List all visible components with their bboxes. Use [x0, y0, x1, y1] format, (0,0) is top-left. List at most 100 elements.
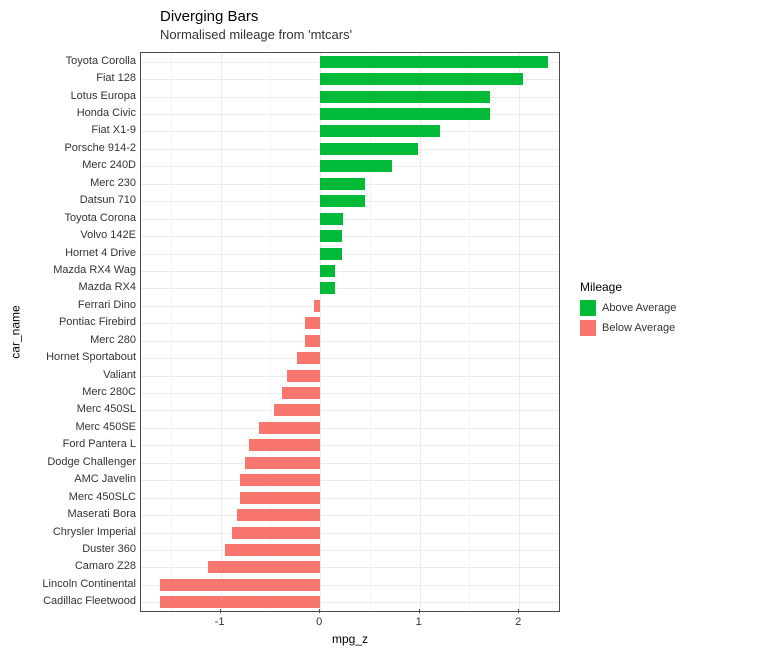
bar — [320, 248, 342, 260]
bar — [160, 596, 320, 608]
bar — [240, 474, 321, 486]
gridline-h — [141, 288, 559, 289]
y-tick-label: Hornet Sportabout — [0, 351, 136, 363]
gridline-h — [141, 254, 559, 255]
legend-item-below: Below Average — [580, 320, 676, 336]
y-tick-label: Valiant — [0, 369, 136, 381]
x-tick — [518, 609, 519, 613]
diverging-bar-chart: Diverging Bars Normalised mileage from '… — [0, 0, 773, 662]
x-tick — [419, 609, 420, 613]
x-axis-title: mpg_z — [140, 632, 560, 646]
bar — [320, 178, 365, 190]
legend-swatch-above — [580, 300, 596, 316]
bar — [314, 300, 320, 312]
y-tick-label: Duster 360 — [0, 543, 136, 555]
legend: Mileage Above Average Below Average — [580, 280, 676, 340]
gridline-h — [141, 515, 559, 516]
gridline-h — [141, 271, 559, 272]
legend-item-above: Above Average — [580, 300, 676, 316]
y-tick-label: Dodge Challenger — [0, 456, 136, 468]
gridline-h — [141, 358, 559, 359]
gridline-h — [141, 480, 559, 481]
chart-subtitle: Normalised mileage from 'mtcars' — [160, 27, 352, 42]
y-axis-labels: Toyota Corolla Fiat 128 Lotus Europa Honda … — [0, 52, 136, 612]
bar — [320, 108, 490, 120]
x-tick — [319, 609, 320, 613]
gridline-h — [141, 236, 559, 237]
gridline-h — [141, 323, 559, 324]
plot-panel — [140, 52, 560, 612]
bar — [320, 143, 418, 155]
legend-swatch-below — [580, 320, 596, 336]
bar — [320, 125, 439, 137]
gridline-major — [221, 53, 222, 611]
gridline-h — [141, 498, 559, 499]
x-tick-label: 0 — [316, 616, 322, 628]
x-tick-label: -1 — [215, 616, 225, 628]
x-tick — [220, 609, 221, 613]
bar — [320, 195, 365, 207]
y-tick-label: Toyota Corolla — [0, 55, 136, 67]
bar — [282, 387, 320, 399]
y-tick-label: Toyota Corona — [0, 212, 136, 224]
y-tick-label: Cadillac Fleetwood — [0, 595, 136, 607]
y-tick-label: Merc 450SLC — [0, 491, 136, 503]
y-tick-label: Merc 280 — [0, 334, 136, 346]
bar — [320, 56, 548, 68]
y-tick-label: Lotus Europa — [0, 90, 136, 102]
bar — [225, 544, 321, 556]
y-tick-label: Fiat X1-9 — [0, 124, 136, 136]
y-tick-label: Maserati Bora — [0, 508, 136, 520]
bar — [320, 160, 392, 172]
bar — [320, 91, 490, 103]
y-tick-label: AMC Javelin — [0, 473, 136, 485]
y-tick-label: Ford Pantera L — [0, 438, 136, 450]
bar — [259, 422, 320, 434]
gridline-h — [141, 410, 559, 411]
chart-title: Diverging Bars — [160, 8, 352, 25]
gridline-h — [141, 306, 559, 307]
bar — [208, 561, 320, 573]
bar — [320, 230, 342, 242]
gridline-h — [141, 341, 559, 342]
y-tick-label: Merc 280C — [0, 386, 136, 398]
y-tick-label: Volvo 142E — [0, 229, 136, 241]
gridline-h — [141, 567, 559, 568]
gridline-h — [141, 376, 559, 377]
y-tick-label: Ferrari Dino — [0, 299, 136, 311]
legend-title: Mileage — [580, 280, 676, 294]
bar — [305, 317, 320, 329]
bar — [287, 370, 320, 382]
bar — [160, 579, 320, 591]
bar — [320, 282, 335, 294]
bar — [240, 492, 321, 504]
chart-titles: Diverging Bars Normalised mileage from '… — [160, 8, 352, 42]
y-tick-label: Porsche 914-2 — [0, 142, 136, 154]
gridline-h — [141, 533, 559, 534]
y-tick-label: Merc 240D — [0, 159, 136, 171]
bar — [274, 404, 320, 416]
y-tick-label: Merc 450SL — [0, 403, 136, 415]
bar — [297, 352, 320, 364]
y-tick-label: Mazda RX4 Wag — [0, 264, 136, 276]
gridline-h — [141, 393, 559, 394]
legend-label-above: Above Average — [602, 302, 676, 314]
gridline-major — [519, 53, 520, 611]
x-tick-label: 2 — [515, 616, 521, 628]
y-tick-label: Mazda RX4 — [0, 281, 136, 293]
y-tick-label: Hornet 4 Drive — [0, 247, 136, 259]
y-tick-label: Datsun 710 — [0, 194, 136, 206]
gridline-h — [141, 463, 559, 464]
gridline-minor — [171, 53, 172, 611]
gridline-minor — [469, 53, 470, 611]
bar — [320, 73, 523, 85]
y-tick-label: Fiat 128 — [0, 72, 136, 84]
gridline-h — [141, 445, 559, 446]
gridline-h — [141, 550, 559, 551]
y-tick-label: Honda Civic — [0, 107, 136, 119]
legend-label-below: Below Average — [602, 322, 675, 334]
bar — [232, 527, 321, 539]
y-tick-label: Chrysler Imperial — [0, 526, 136, 538]
bar — [320, 213, 343, 225]
y-tick-label: Lincoln Continental — [0, 578, 136, 590]
